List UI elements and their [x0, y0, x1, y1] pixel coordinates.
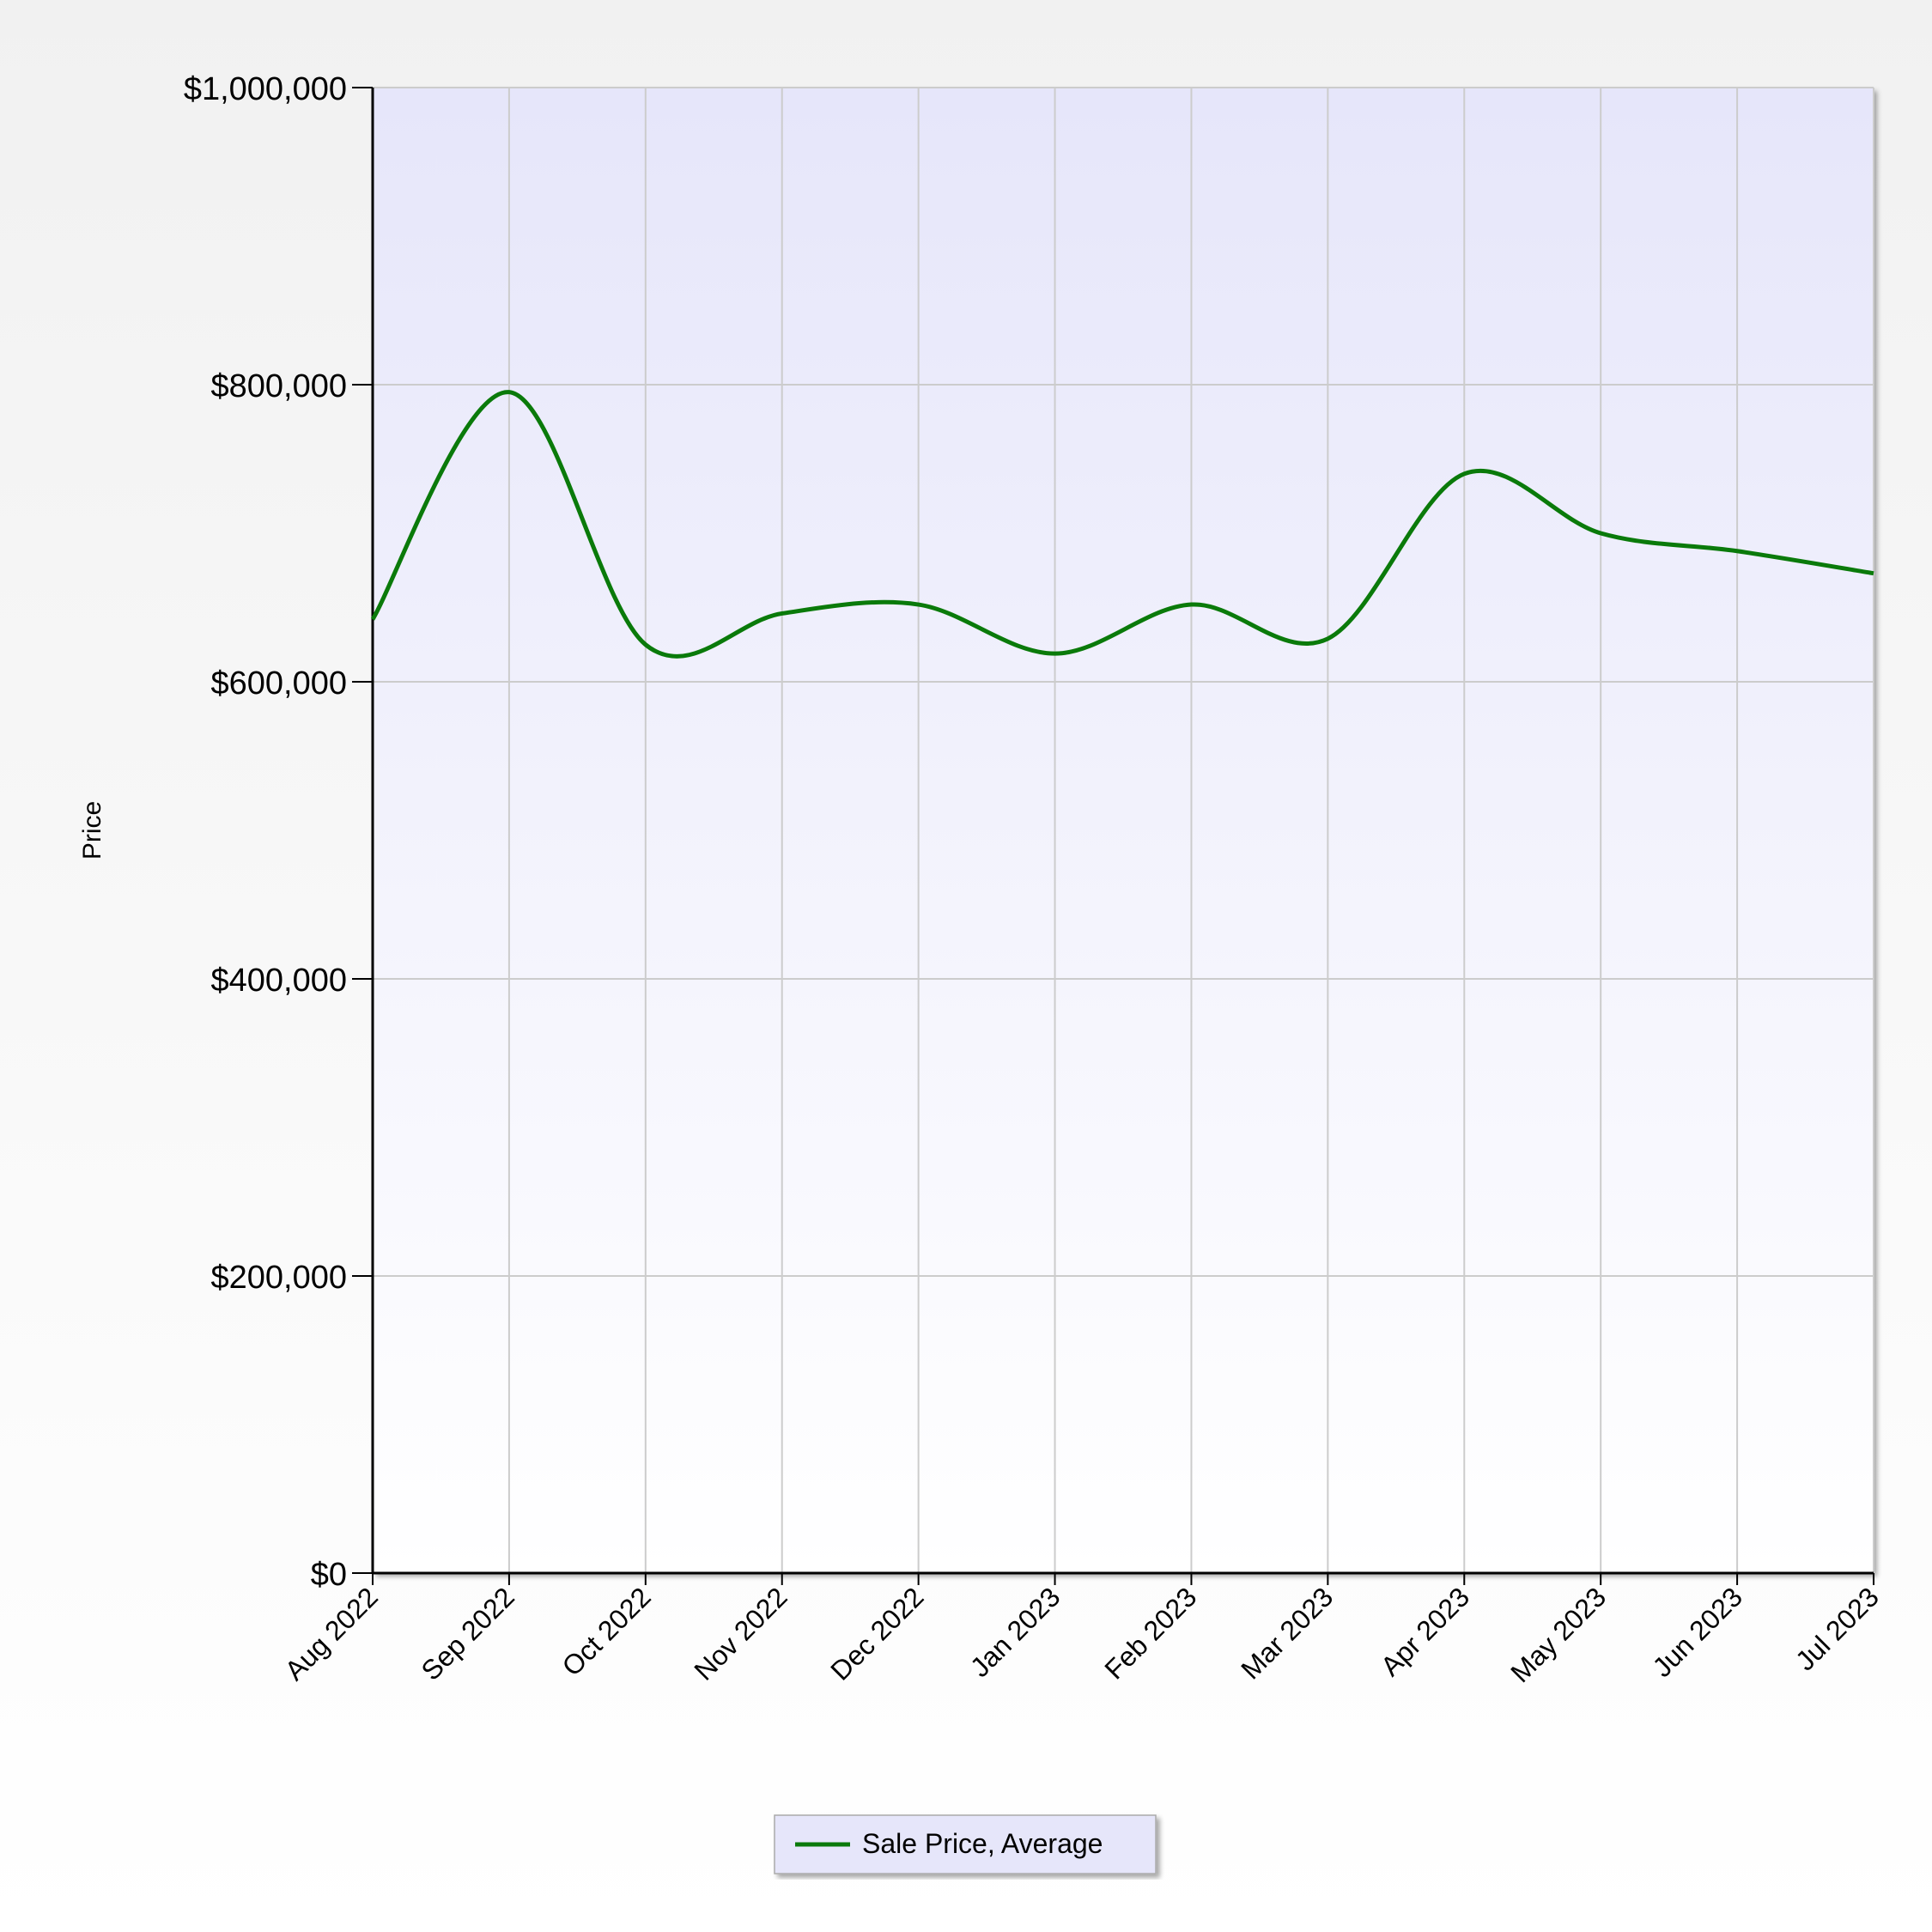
- x-tick-label: Jul 2023: [1789, 1581, 1885, 1676]
- y-axis-ticks: $0 $200,000 $400,000 $600,000 $800,000 $1,000…: [184, 71, 373, 1593]
- x-tick-label: Feb 2023: [1098, 1581, 1202, 1685]
- series-group: [370, 390, 1874, 659]
- y-tick-label: $200,000: [211, 1260, 348, 1296]
- y-tick-label: $0: [311, 1557, 347, 1593]
- y-tick-label: $1,000,000: [184, 71, 347, 107]
- series-line: [370, 390, 1874, 659]
- y-tick-label: $600,000: [211, 665, 348, 702]
- x-tick-label: Nov 2022: [688, 1581, 793, 1686]
- x-tick-label: Jun 2023: [1646, 1581, 1748, 1683]
- x-tick-label: Jan 2023: [964, 1581, 1066, 1683]
- legend-label: Sale Price, Average: [862, 1828, 1103, 1859]
- y-axis-label: Price: [78, 801, 106, 860]
- y-tick-label: $800,000: [211, 368, 348, 404]
- x-tick-label: Oct 2022: [556, 1581, 656, 1681]
- x-tick-label: Dec 2022: [824, 1581, 929, 1686]
- x-tick-label: May 2023: [1504, 1581, 1612, 1688]
- x-tick-label: Sep 2022: [416, 1581, 520, 1686]
- axes: [371, 88, 1874, 1575]
- legend: Sale Price, Average: [774, 1814, 1157, 1874]
- x-tick-label: Mar 2023: [1235, 1581, 1339, 1685]
- x-tick-label: Aug 2022: [279, 1581, 384, 1686]
- grid-lines: [373, 87, 1874, 1573]
- plot-area: [373, 88, 1874, 1573]
- x-tick-label: Apr 2023: [1375, 1581, 1475, 1681]
- x-axis-ticks: Aug 2022 Sep 2022 Oct 2022 Nov 2022 Dec 2022…: [279, 1573, 1885, 1688]
- y-tick-label: $400,000: [211, 963, 348, 999]
